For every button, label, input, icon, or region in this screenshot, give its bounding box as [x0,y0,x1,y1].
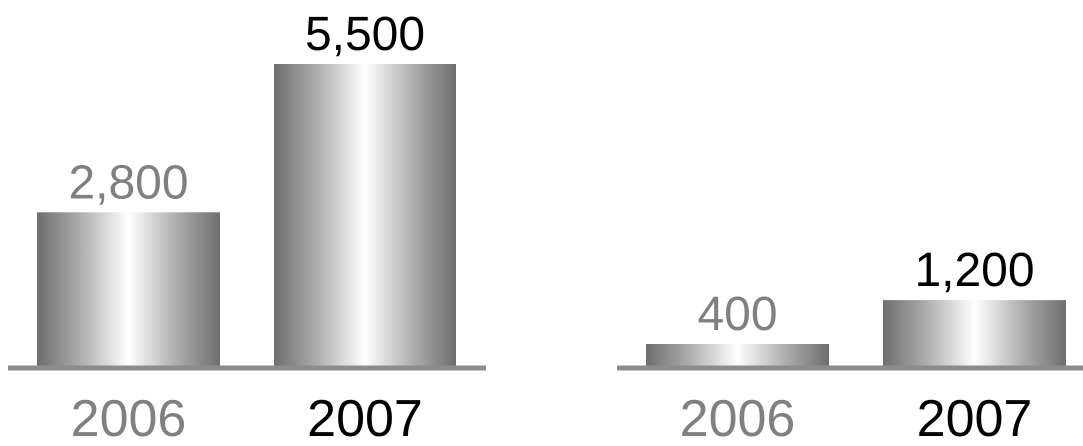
bar-2006 [646,344,829,366]
value-label-2006: 400 [697,288,777,341]
category-label-2007: 2007 [917,390,1033,441]
category-label-2006: 2006 [680,390,796,441]
charts-layer: 2,800 2006 5,500 2007 400 2006 1,200 2007 [8,8,1083,446]
bar-2007 [883,300,1066,366]
value-label-2006: 2,800 [68,156,188,209]
bar-chart-2: 400 2006 1,200 2007 [617,244,1083,446]
value-label-2007: 5,500 [305,8,425,61]
category-label-2006: 2006 [71,390,187,441]
bar-2007 [274,64,456,366]
category-label-2007: 2007 [307,390,423,441]
bar-2006 [37,212,220,366]
value-label-2007: 1,200 [914,244,1034,297]
bar-chart-1: 2,800 2006 5,500 2007 [8,8,486,446]
